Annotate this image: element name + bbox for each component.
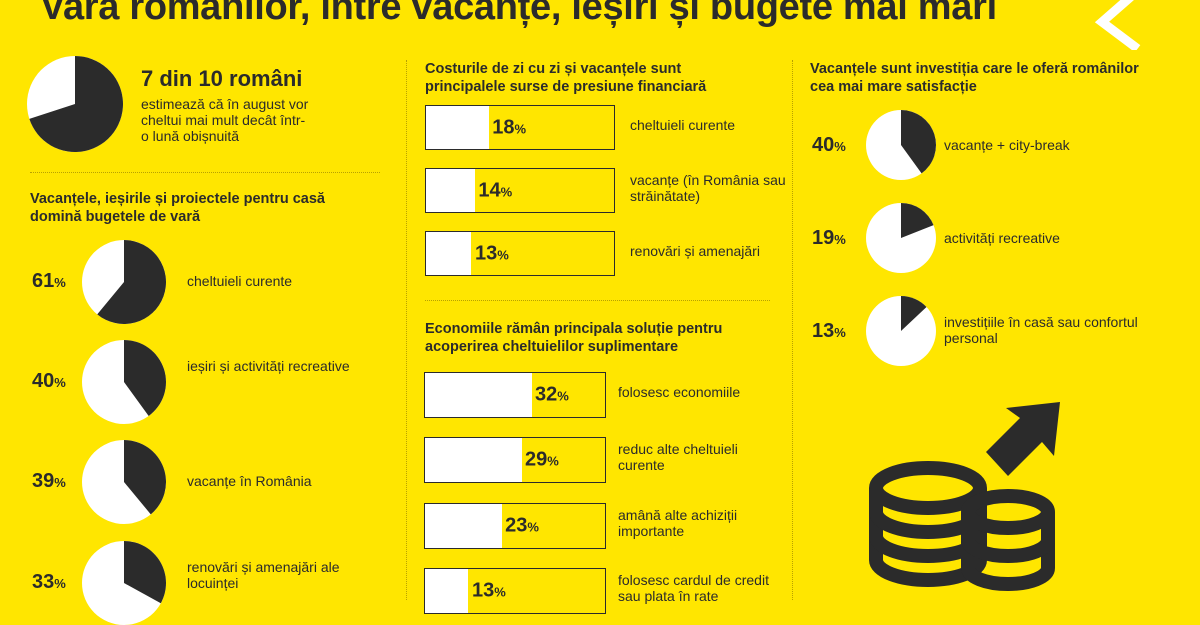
satisfaction-value-label: 40% [812, 134, 846, 156]
headline-pie-slice [29, 56, 123, 152]
budget-category-label: ieșiri și activități recreative [187, 358, 350, 374]
coins-icon [869, 402, 1060, 591]
column-divider-2 [792, 60, 793, 600]
savings-category-label: reduc alte cheltuieli curente [618, 441, 738, 473]
satisfaction-pie-slice [901, 203, 934, 238]
budget-category-label: cheltuieli curente [187, 273, 293, 289]
satisfaction-value-label: 13% [812, 320, 846, 342]
budget-pie [82, 440, 166, 524]
pressure-category-label: vacanțe (în România sau străinătate) [630, 172, 786, 204]
satisfaction-category-label: activități recreative [944, 230, 1060, 246]
satisfaction-category-label: investițiile în casă sau confortul perso… [944, 314, 1138, 346]
section-divider-left [30, 172, 380, 173]
satisfaction-pie [866, 203, 936, 273]
pressure-bar: 14% [425, 168, 615, 213]
arrow-up-right-icon [986, 402, 1060, 476]
savings-bar: 32% [424, 372, 606, 418]
headline-big-text: 7 din 10 români [141, 66, 303, 91]
section-heading-satisfaction: Vacanțele sunt investiția care le oferă … [810, 61, 1139, 95]
headline-pie [27, 56, 123, 152]
budget-pie-slice [124, 541, 166, 604]
section-heading-summer-budgets: Vacanțele, ieșirile și proiectele pentru… [30, 191, 325, 225]
pie-value-label: 61% [32, 270, 66, 292]
satisfaction-pie [866, 296, 936, 366]
satisfaction-pie [866, 110, 936, 180]
pressure-bar-value: 13% [474, 242, 509, 264]
savings-bar-fill [425, 438, 522, 482]
satisfaction-category-label: vacanțe + city-break [944, 137, 1070, 153]
savings-bar-fill [425, 504, 502, 548]
pressure-bar-value: 18% [492, 116, 527, 138]
budget-pie [82, 340, 166, 424]
budget-pie-slice [124, 440, 166, 515]
pressure-category-label: renovări și amenajări [630, 243, 760, 259]
savings-bar-fill [425, 569, 469, 613]
pressure-bar-fill [426, 232, 472, 275]
pressure-bar-value: 14% [478, 179, 513, 201]
satisfaction-pie-slice [901, 110, 936, 174]
column-divider-1 [406, 60, 407, 600]
pressure-bar-fill [426, 106, 489, 149]
budget-pie-slice [97, 240, 166, 324]
page-title: Vara românilor, între vacanțe, ieșiri și… [40, 0, 997, 28]
pie-value-label: 39% [32, 470, 66, 492]
satisfaction-pie-slice [901, 296, 927, 331]
savings-bar-fill [425, 373, 532, 417]
savings-bar: 13% [424, 568, 606, 614]
savings-bar-value: 29% [525, 448, 559, 471]
budget-pie [82, 541, 166, 625]
pie-value-label: 33% [32, 571, 66, 593]
savings-category-label: amână alte achiziții importante [618, 507, 738, 539]
chevron-left-icon [1094, 0, 1141, 50]
savings-bar-value: 23% [505, 514, 539, 537]
budget-pie-slice [124, 340, 166, 416]
savings-bar: 23% [424, 503, 606, 549]
section-divider-middle [425, 300, 770, 301]
budget-pie [82, 240, 166, 324]
savings-category-label: folosesc cardul de credit sau plata în r… [618, 572, 769, 604]
savings-category-label: folosesc economiile [618, 384, 741, 400]
budget-category-label: vacanțe în România [187, 473, 312, 489]
satisfaction-value-label: 19% [812, 227, 846, 249]
pressure-bar: 13% [425, 231, 615, 276]
savings-bar-value: 13% [472, 579, 506, 602]
pressure-bar-fill [426, 169, 475, 212]
pressure-bar: 18% [425, 105, 615, 150]
pressure-category-label: cheltuieli curente [630, 117, 736, 133]
pie-value-label: 40% [32, 370, 66, 392]
savings-bar-value: 32% [534, 383, 569, 406]
section-heading-pressure: Costurile de zi cu zi și vacanțele sunt … [425, 61, 707, 95]
budget-category-label: renovări și amenajări ale locuinței [187, 559, 340, 591]
savings-bar: 29% [424, 437, 606, 483]
section-heading-savings: Economiile rămân principala soluție pent… [425, 321, 723, 355]
headline-sub-text: estimează că în august vor cheltui mai m… [141, 96, 309, 144]
